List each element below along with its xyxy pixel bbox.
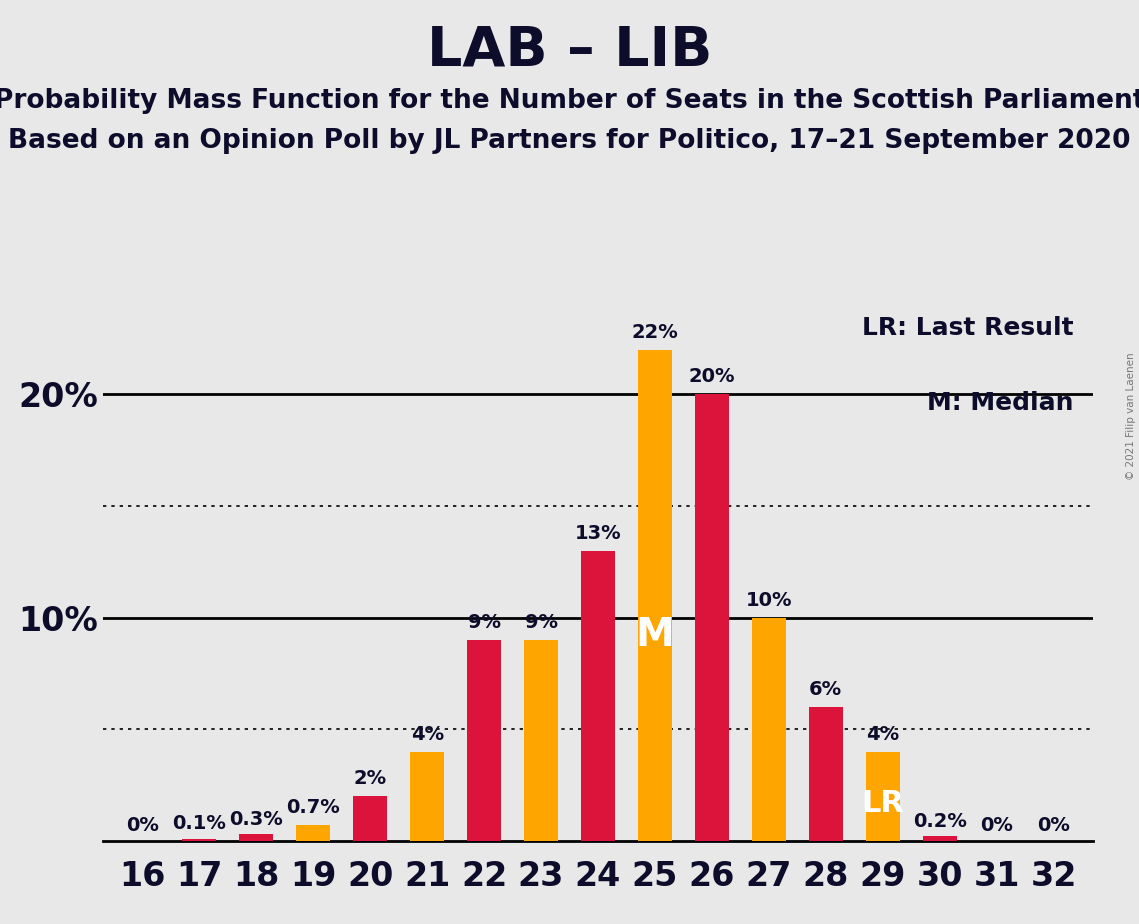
Text: 2%: 2% [353,770,387,788]
Text: 9%: 9% [468,613,500,632]
Text: M: Median: M: Median [927,391,1074,415]
Bar [809,707,843,841]
Text: 0.2%: 0.2% [912,812,967,831]
Text: 9%: 9% [525,613,557,632]
Bar [866,751,900,841]
Text: 10%: 10% [746,590,792,610]
Text: 0.3%: 0.3% [229,809,284,829]
Text: 0%: 0% [126,816,158,835]
Bar [638,349,672,841]
Bar [467,639,501,841]
Bar [410,751,444,841]
Text: 4%: 4% [410,724,444,744]
Text: M: M [636,615,674,653]
Bar [182,839,216,841]
Text: LR: Last Result: LR: Last Result [862,316,1074,340]
Bar [296,825,330,841]
Bar [353,796,387,841]
Bar [239,834,273,841]
Bar [524,639,558,841]
Text: 0.7%: 0.7% [286,798,341,818]
Text: 0%: 0% [981,816,1013,835]
Bar [923,836,957,841]
Text: 4%: 4% [866,724,900,744]
Text: 20%: 20% [689,368,735,386]
Text: Based on an Opinion Poll by JL Partners for Politico, 17–21 September 2020: Based on an Opinion Poll by JL Partners … [8,128,1131,153]
Text: 13%: 13% [575,524,621,542]
Text: 6%: 6% [809,680,843,699]
Text: Probability Mass Function for the Number of Seats in the Scottish Parliament: Probability Mass Function for the Number… [0,88,1139,114]
Bar [581,551,615,841]
Text: LR: LR [861,789,904,818]
Text: 22%: 22% [631,322,679,342]
Bar [695,395,729,841]
Bar [752,617,786,841]
Text: © 2021 Filip van Laenen: © 2021 Filip van Laenen [1125,352,1136,480]
Text: 0%: 0% [1038,816,1070,835]
Text: 0.1%: 0.1% [172,814,227,833]
Text: LAB – LIB: LAB – LIB [427,23,712,77]
